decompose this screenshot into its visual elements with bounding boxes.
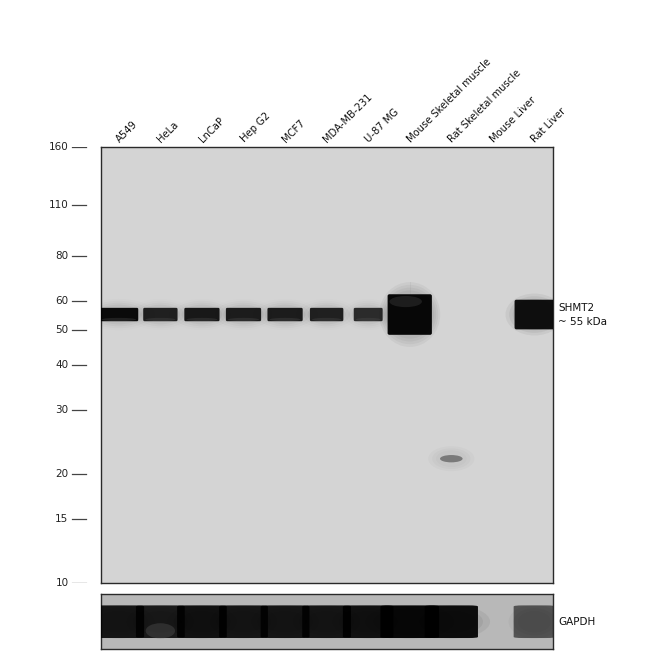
Ellipse shape	[216, 608, 271, 635]
FancyBboxPatch shape	[387, 294, 432, 335]
Ellipse shape	[356, 318, 381, 321]
Ellipse shape	[426, 611, 476, 632]
FancyBboxPatch shape	[424, 605, 478, 638]
Ellipse shape	[210, 605, 278, 639]
FancyBboxPatch shape	[302, 605, 351, 638]
Ellipse shape	[413, 605, 490, 639]
Ellipse shape	[83, 605, 155, 639]
FancyBboxPatch shape	[515, 300, 554, 330]
FancyBboxPatch shape	[267, 308, 303, 321]
Ellipse shape	[139, 611, 182, 632]
Text: HeLa: HeLa	[155, 119, 181, 144]
Ellipse shape	[127, 605, 194, 639]
FancyBboxPatch shape	[343, 605, 393, 638]
Text: SHMT2
~ 55 kDa: SHMT2 ~ 55 kDa	[558, 302, 607, 326]
FancyBboxPatch shape	[310, 308, 343, 321]
Text: 50: 50	[55, 324, 68, 334]
Ellipse shape	[96, 611, 142, 632]
Ellipse shape	[167, 605, 237, 639]
Text: Mouse Liver: Mouse Liver	[488, 95, 538, 144]
Ellipse shape	[263, 611, 307, 632]
FancyBboxPatch shape	[354, 308, 383, 321]
FancyBboxPatch shape	[177, 605, 227, 638]
Ellipse shape	[345, 611, 391, 632]
Ellipse shape	[389, 296, 422, 307]
Ellipse shape	[382, 611, 438, 632]
Text: 30: 30	[55, 405, 68, 415]
FancyBboxPatch shape	[226, 308, 261, 321]
Ellipse shape	[252, 605, 319, 639]
Ellipse shape	[146, 623, 175, 639]
Ellipse shape	[420, 608, 483, 635]
Ellipse shape	[339, 608, 397, 635]
Ellipse shape	[440, 455, 463, 462]
Ellipse shape	[146, 318, 176, 321]
FancyBboxPatch shape	[514, 605, 555, 638]
Ellipse shape	[180, 611, 224, 632]
Ellipse shape	[270, 318, 300, 321]
Ellipse shape	[506, 294, 564, 336]
Text: Hep G2: Hep G2	[239, 111, 272, 144]
Text: Mouse Skeletal muscle: Mouse Skeletal muscle	[405, 57, 493, 144]
Text: A549: A549	[114, 119, 139, 144]
Ellipse shape	[228, 318, 259, 321]
FancyBboxPatch shape	[136, 605, 185, 638]
FancyBboxPatch shape	[99, 308, 138, 321]
Text: 10: 10	[55, 577, 68, 588]
FancyBboxPatch shape	[185, 308, 220, 321]
Text: U-87 MG: U-87 MG	[363, 107, 401, 144]
FancyBboxPatch shape	[94, 605, 144, 638]
Text: 40: 40	[55, 360, 68, 370]
Ellipse shape	[332, 605, 404, 639]
FancyBboxPatch shape	[219, 605, 268, 638]
Text: GAPDH: GAPDH	[558, 617, 595, 627]
Text: MDA-MB-231: MDA-MB-231	[322, 91, 374, 144]
Ellipse shape	[509, 296, 560, 333]
Text: 20: 20	[55, 469, 68, 479]
Text: Rat Skeletal muscle: Rat Skeletal muscle	[447, 67, 523, 144]
FancyBboxPatch shape	[143, 308, 177, 321]
Ellipse shape	[373, 608, 447, 635]
FancyBboxPatch shape	[380, 605, 439, 638]
Text: MCF7: MCF7	[280, 117, 307, 144]
Ellipse shape	[257, 608, 313, 635]
Ellipse shape	[365, 605, 454, 639]
Text: 60: 60	[55, 296, 68, 306]
Ellipse shape	[90, 608, 148, 635]
FancyBboxPatch shape	[261, 605, 309, 638]
Text: 15: 15	[55, 514, 68, 524]
Ellipse shape	[187, 318, 217, 321]
Ellipse shape	[101, 318, 136, 321]
Ellipse shape	[133, 608, 188, 635]
Ellipse shape	[299, 608, 354, 635]
Ellipse shape	[174, 608, 230, 635]
Text: LnCaP: LnCaP	[197, 115, 226, 144]
Text: 80: 80	[55, 250, 68, 260]
Text: 160: 160	[49, 141, 68, 152]
Ellipse shape	[293, 605, 360, 639]
Text: Rat Liver: Rat Liver	[530, 106, 568, 144]
Text: 110: 110	[49, 200, 68, 210]
Ellipse shape	[222, 611, 265, 632]
Ellipse shape	[513, 299, 556, 330]
Ellipse shape	[305, 611, 348, 632]
Ellipse shape	[312, 318, 341, 321]
